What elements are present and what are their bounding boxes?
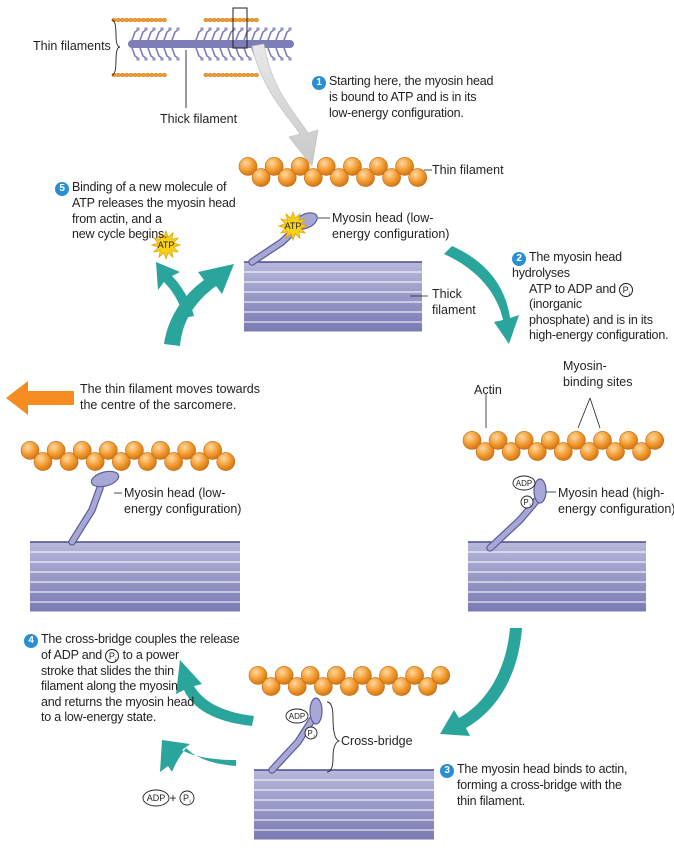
myosin-head-left-label-2: energy configuration) (124, 502, 241, 516)
thin-filaments-label: Thin filaments (33, 39, 111, 53)
step2-badge: 2 (512, 252, 526, 266)
thick-filament-bottom (254, 769, 434, 841)
thin-filament-bottom (248, 666, 451, 696)
phosphate-symbol: Pi (619, 282, 634, 297)
thin-filament-top-label: Thin filament (432, 163, 504, 177)
step5-caption: 5 Binding of a new molecule of ATP releas… (55, 180, 236, 243)
svg-text:+: + (169, 791, 176, 805)
panel-left-step4 (20, 441, 240, 613)
thick-filament-top-label-1: Thick (432, 287, 463, 301)
myosin-head-left (68, 470, 120, 546)
adp-pi-right: ADP P i (512, 475, 536, 509)
binding-sites-label-2: binding sites (563, 375, 633, 389)
cross-bridge-label: Cross-bridge (341, 734, 413, 748)
cycle-arrow-pi-release (160, 740, 236, 772)
myosin-head-top-label-2: energy configuration) (332, 227, 449, 241)
step5-badge: 5 (55, 182, 69, 196)
svg-text:i: i (529, 503, 530, 509)
svg-text:ADP: ADP (516, 479, 532, 488)
svg-text:ATP: ATP (285, 221, 302, 231)
actin-label: Actin (474, 383, 502, 397)
zoom-in-arrow (251, 43, 319, 167)
svg-text:ADP: ADP (289, 712, 305, 721)
svg-text:P: P (307, 729, 312, 738)
step2-caption: 2 The myosin head hydrolyses ATP to ADP a… (512, 250, 669, 342)
myosin-head-top (248, 212, 318, 266)
svg-text:ATP: ATP (158, 240, 175, 250)
sliding-direction-arrow (6, 381, 74, 415)
svg-text:ADP: ADP (147, 793, 166, 803)
step1-caption: 1 Starting here, the myosin head is bound… (312, 74, 493, 121)
cycle-arrow-1-to-2 (444, 246, 519, 344)
myosin-head-bottom (268, 697, 323, 774)
thick-filament-top (244, 261, 422, 333)
atp-starburst-step5: ATP (150, 229, 182, 261)
overview-zoom-box (232, 7, 248, 49)
overview-thin-filament-bottom (111, 72, 259, 77)
cross-bridge-brace (326, 701, 341, 773)
svg-text:P: P (183, 793, 189, 803)
step3-badge: 3 (440, 764, 454, 778)
thick-filament-right (468, 541, 646, 613)
released-products: ADP + P i (142, 789, 195, 807)
svg-text:i: i (189, 799, 190, 805)
svg-text:i: i (313, 734, 314, 740)
phosphate-symbol-step4: Pi (105, 649, 120, 664)
step4-badge: 4 (24, 634, 38, 648)
step3-caption: 3 The myosin head binds to actin, forming… (440, 762, 627, 809)
panel-right-step2: ADP P i (462, 394, 665, 613)
cycle-arrow-3-to-4 (176, 660, 254, 726)
binding-sites-label-1: Myosin- (563, 359, 607, 373)
panel-top-step1: ATP (238, 157, 432, 333)
cycle-arrow-4-to-1 (164, 264, 234, 346)
thin-filament-left (20, 441, 236, 471)
myosin-head-right-label-2: energy configuration) (558, 502, 674, 516)
myosin-head-left-label-1: Myosin head (low- (124, 486, 225, 500)
cycle-arrow-atp-entry (156, 262, 194, 318)
myosin-head-top-label-1: Myosin head (low- (332, 211, 433, 225)
thick-filament-overview-label: Thick filament (160, 112, 238, 126)
step1-badge: 1 (312, 76, 326, 90)
svg-text:P: P (523, 498, 528, 507)
thin-filaments-brace (111, 19, 121, 76)
step4-caption: 4 The cross-bridge couples the release of… (24, 632, 240, 726)
overview-thick-filament (128, 40, 294, 48)
panel-bottom-step3: ADP P i (248, 666, 451, 841)
cycle-arrow-2-to-3 (440, 628, 522, 736)
overview-myosin-heads (131, 27, 292, 61)
atp-starburst-top: ATP (277, 210, 309, 242)
thin-filament-move-line-1: The thin filament moves towards (80, 382, 260, 396)
thick-filament-left (30, 541, 240, 613)
overview-thin-filament-top (111, 18, 259, 23)
thick-filament-top-label-2: filament (432, 303, 476, 317)
thin-filament-top (238, 157, 428, 187)
thin-filament-right (462, 431, 665, 461)
thin-filament-move-line-2: the centre of the sarcomere. (80, 398, 236, 412)
adp-pi-bottom: ADP P i (285, 708, 318, 740)
myosin-head-right-label-1: Myosin head (high- (558, 486, 664, 500)
